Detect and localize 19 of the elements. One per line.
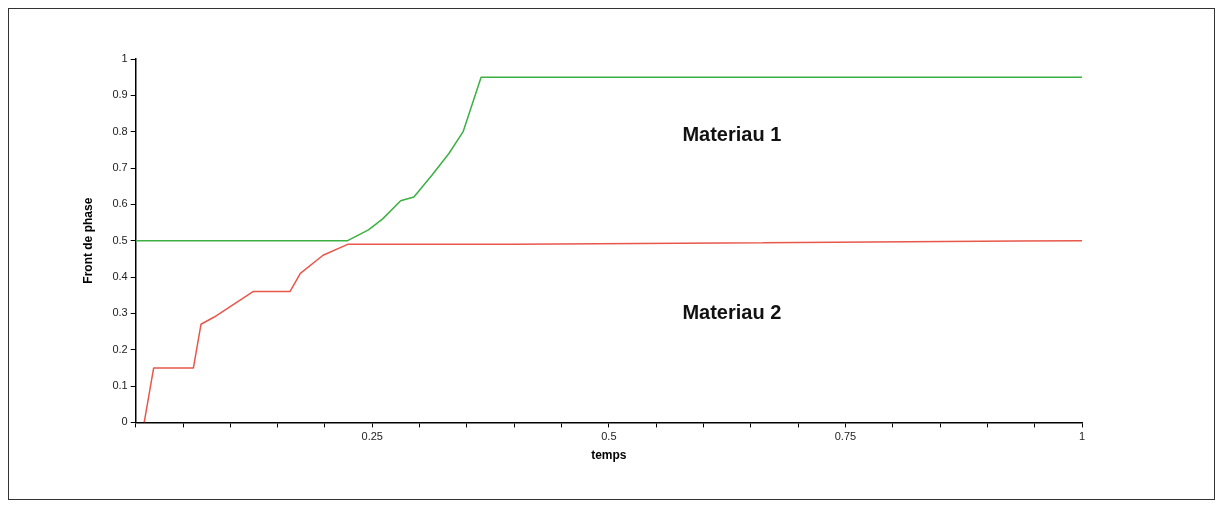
x-tick-label: 1 bbox=[1078, 430, 1086, 443]
annotation: Materiau 2 bbox=[682, 300, 782, 323]
y-tick-label: 0.5 bbox=[112, 233, 128, 246]
y-tick-label: 0.2 bbox=[112, 342, 128, 355]
x-tick-label: 0.5 bbox=[601, 430, 617, 443]
y-tick-label: 0.3 bbox=[112, 306, 128, 319]
y-tick-label: 1 bbox=[121, 52, 128, 65]
y-tick-label: 0 bbox=[121, 415, 128, 428]
y-axis-title: Front de phase bbox=[80, 197, 95, 284]
y-tick-label: 0.7 bbox=[112, 161, 128, 174]
annotation: Materiau 1 bbox=[682, 122, 782, 145]
x-tick-label: 0.75 bbox=[834, 430, 857, 443]
y-tick-label: 0.6 bbox=[112, 197, 128, 210]
y-tick-label: 0.9 bbox=[112, 88, 128, 101]
x-axis-title: temps bbox=[591, 448, 627, 463]
y-tick-label: 0.8 bbox=[112, 124, 128, 137]
x-tick-label: 0.25 bbox=[361, 430, 383, 443]
y-tick-label: 0.4 bbox=[112, 270, 128, 283]
y-tick-label: 0.1 bbox=[112, 379, 128, 392]
